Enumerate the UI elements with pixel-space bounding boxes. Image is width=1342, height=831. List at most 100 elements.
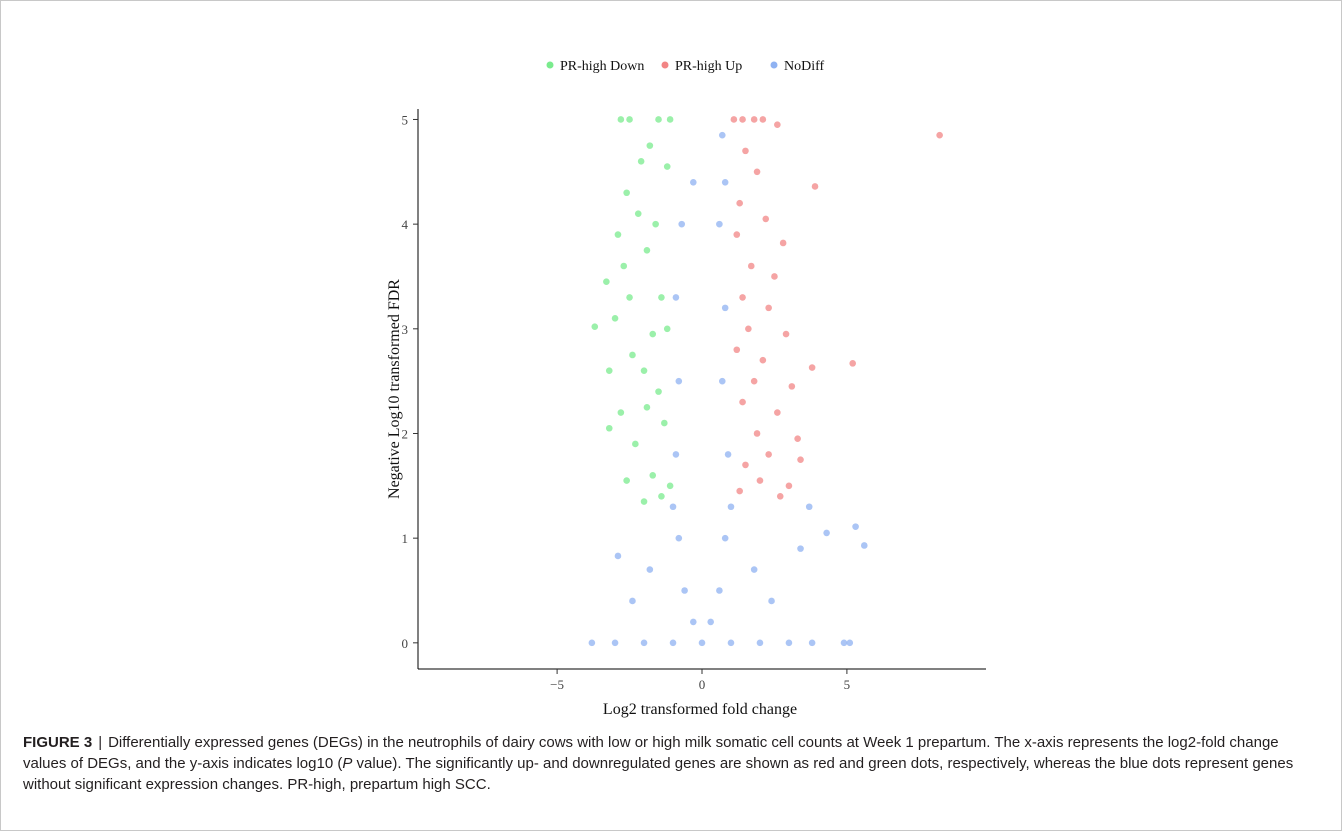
- data-point: [750, 116, 758, 123]
- data-point: [640, 367, 648, 374]
- data-point: [936, 131, 943, 139]
- data-point: [753, 168, 761, 176]
- data-point: [649, 330, 657, 338]
- data-point: [797, 456, 804, 463]
- data-point: [739, 116, 746, 123]
- data-point: [614, 231, 622, 238]
- data-point: [611, 315, 619, 322]
- data-point: [663, 325, 671, 333]
- data-point: [849, 360, 856, 367]
- data-point: [750, 377, 758, 385]
- data-point: [707, 618, 714, 626]
- legend-swatch: [770, 61, 778, 69]
- data-point: [698, 639, 706, 647]
- data-point: [768, 597, 775, 605]
- data-point: [736, 199, 743, 207]
- data-point: [724, 451, 732, 458]
- data-point: [753, 430, 761, 437]
- caption-italic: P: [342, 755, 353, 772]
- data-point: [658, 492, 665, 500]
- data-point: [646, 566, 654, 573]
- data-points: [588, 116, 943, 647]
- data-point: [626, 294, 633, 301]
- data-point: [860, 542, 868, 549]
- data-point: [629, 351, 636, 359]
- data-point: [794, 435, 801, 443]
- legend: PR-high Down PR-high Up NoDiff: [546, 59, 825, 74]
- data-point: [811, 183, 819, 190]
- data-point: [605, 424, 613, 432]
- data-point: [617, 409, 625, 416]
- data-point: [846, 639, 854, 647]
- x-tick-label: 0: [699, 677, 706, 692]
- data-point: [617, 116, 625, 123]
- data-point: [840, 639, 848, 647]
- data-point: [808, 639, 816, 647]
- data-point: [675, 377, 683, 385]
- data-point: [663, 163, 671, 170]
- y-axis-label: Negative Log10 transformed FDR: [386, 279, 403, 499]
- data-point: [643, 247, 651, 254]
- data-point: [661, 419, 668, 427]
- legend-item: PR-high Up: [661, 59, 742, 74]
- data-point: [759, 356, 767, 364]
- data-point: [681, 587, 688, 594]
- data-point: [765, 451, 772, 458]
- figure-label: FIGURE 3: [23, 734, 93, 751]
- data-point: [771, 273, 778, 280]
- data-point: [655, 388, 662, 395]
- data-point: [759, 116, 767, 123]
- data-point: [669, 503, 677, 511]
- data-point: [623, 189, 630, 197]
- caption-text-2: value). The significantly up- and downre…: [23, 755, 1294, 793]
- data-point: [666, 116, 674, 123]
- data-point: [747, 262, 755, 270]
- data-point: [721, 304, 729, 312]
- x-tick-label: −5: [550, 677, 564, 692]
- data-point: [742, 147, 749, 155]
- data-point: [805, 503, 813, 511]
- data-point: [716, 587, 723, 594]
- data-point: [718, 377, 726, 385]
- y-tick-label: 0: [402, 636, 409, 651]
- data-point: [605, 367, 613, 374]
- data-point: [727, 639, 735, 647]
- data-point: [690, 178, 697, 186]
- legend-item: PR-high Down: [546, 59, 644, 74]
- data-point: [788, 383, 796, 390]
- data-point: [765, 304, 772, 312]
- data-point: [678, 220, 686, 228]
- series-nodiff: [588, 131, 868, 647]
- x-tick-label: 5: [844, 677, 851, 692]
- data-point: [603, 278, 610, 286]
- caption-text-1: Differentially expressed genes (DEGs) in…: [23, 734, 1279, 772]
- data-point: [721, 534, 729, 542]
- data-point: [736, 487, 743, 495]
- data-point: [649, 472, 657, 479]
- data-point: [852, 523, 859, 530]
- data-point: [739, 294, 746, 301]
- data-point: [672, 294, 680, 301]
- data-point: [808, 364, 816, 371]
- data-point: [658, 294, 665, 301]
- y-tick-label: 1: [402, 531, 409, 546]
- data-point: [727, 503, 735, 511]
- data-point: [675, 534, 683, 542]
- data-point: [614, 552, 622, 560]
- data-point: [733, 346, 741, 354]
- data-point: [823, 529, 830, 537]
- data-point: [588, 639, 596, 647]
- data-point: [756, 639, 764, 647]
- data-point: [666, 482, 674, 490]
- data-point: [629, 597, 636, 605]
- legend-item: NoDiff: [770, 59, 825, 74]
- data-point: [591, 323, 599, 331]
- legend-label: PR-high Down: [560, 59, 644, 74]
- data-point: [632, 440, 639, 448]
- data-point: [646, 142, 654, 149]
- figure-caption: FIGURE 3 | Differentially expressed genes …: [23, 732, 1323, 795]
- series-pr-high-up: [730, 116, 943, 500]
- data-point: [785, 482, 793, 490]
- data-point: [721, 178, 729, 186]
